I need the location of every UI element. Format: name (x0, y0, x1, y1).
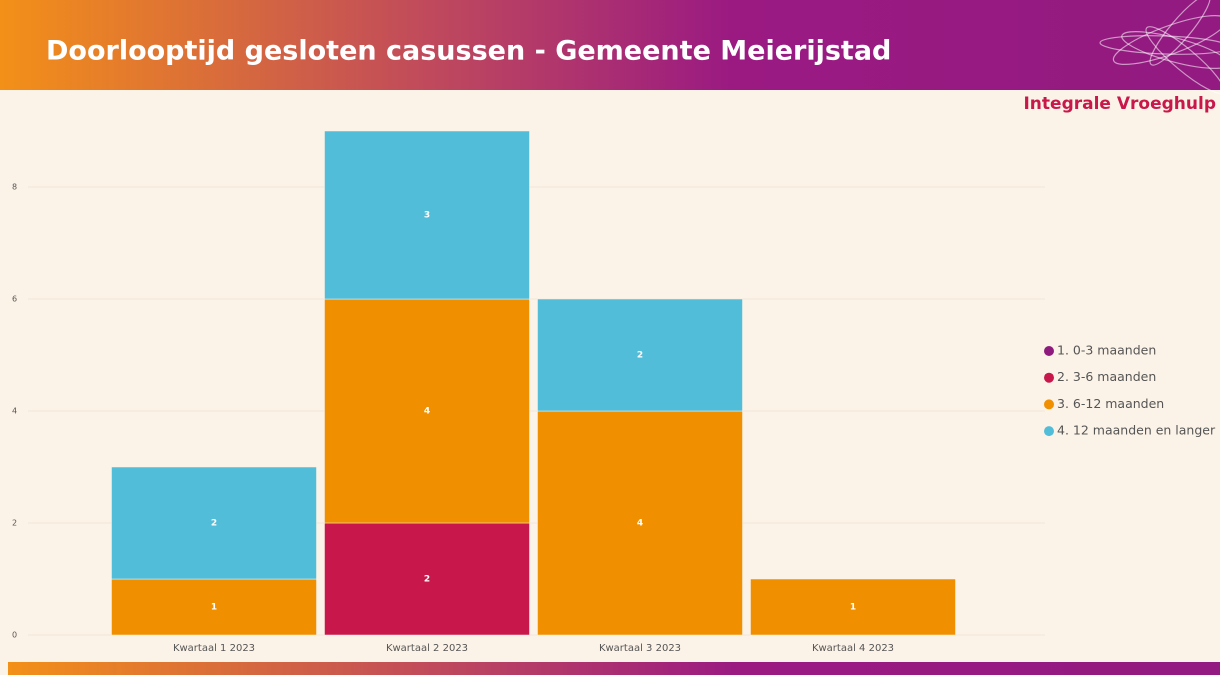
data-label: 1 (850, 603, 856, 613)
data-label: 3 (424, 211, 430, 221)
data-label: 2 (424, 575, 430, 585)
legend-marker (1044, 426, 1054, 436)
legend-marker (1044, 373, 1054, 383)
legend-marker (1044, 399, 1054, 409)
legend-label: 2. 3-6 maanden (1057, 369, 1156, 384)
x-tick-label: Kwartaal 4 2023 (812, 643, 894, 654)
brand: Integrale Vroeghulp (1023, 94, 1216, 114)
y-tick-label: 2 (12, 519, 17, 528)
y-tick-label: 8 (12, 183, 17, 192)
data-label: 2 (637, 351, 643, 361)
legend-label: 4. 12 maanden en langer (1057, 423, 1216, 438)
data-label: 4 (637, 519, 643, 529)
legend-label: 1. 0-3 maanden (1057, 343, 1156, 358)
legend-marker (1044, 346, 1054, 356)
dashboard: Doorlooptijd gesloten casussen - Gemeent… (0, 0, 1220, 675)
y-tick-label: 6 (12, 295, 17, 304)
page-title: Doorlooptijd gesloten casussen - Gemeent… (46, 36, 891, 67)
footer-bar (8, 662, 1220, 675)
y-tick-label: 0 (12, 631, 17, 640)
x-tick-label: Kwartaal 2 2023 (386, 643, 468, 654)
page: Doorlooptijd gesloten casussen - Gemeent… (0, 0, 1220, 675)
x-tick-label: Kwartaal 3 2023 (599, 643, 681, 654)
data-label: 4 (424, 407, 430, 417)
legend-label: 3. 6-12 maanden (1057, 396, 1164, 411)
x-tick-label: Kwartaal 1 2023 (173, 643, 255, 654)
data-label: 2 (211, 519, 217, 529)
data-label: 1 (211, 603, 217, 613)
y-tick-label: 4 (12, 407, 17, 416)
